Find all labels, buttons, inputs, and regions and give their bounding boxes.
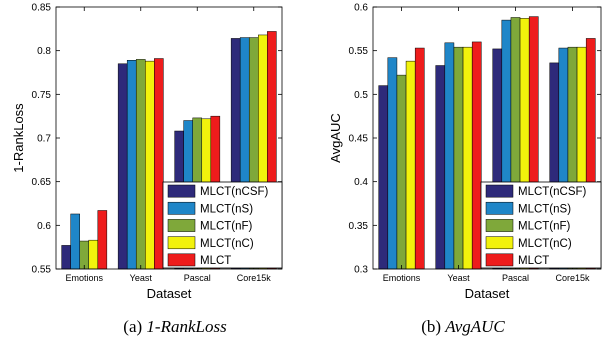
bar bbox=[435, 65, 446, 270]
x-tick-label: Yeast bbox=[447, 273, 470, 283]
bar bbox=[145, 60, 155, 270]
x-axis-label: Dataset bbox=[147, 286, 192, 301]
y-tick-label: 0.7 bbox=[37, 134, 51, 145]
legend-swatch bbox=[485, 236, 514, 250]
x-tick-label: Core15k bbox=[237, 273, 272, 283]
x-tick-label: Emotions bbox=[383, 273, 421, 283]
legend-swatch bbox=[167, 253, 196, 267]
bar bbox=[387, 57, 398, 270]
caption-metric: 1-RankLoss bbox=[146, 317, 227, 336]
legend-label: MLCT(nS) bbox=[200, 203, 253, 215]
legend-label: MLCT(nF) bbox=[200, 221, 253, 233]
bar bbox=[126, 60, 137, 270]
y-tick-label: 0.85 bbox=[32, 3, 52, 14]
caption-prefix: (b) bbox=[421, 317, 445, 336]
legend-swatch bbox=[485, 201, 514, 215]
axes-frame bbox=[372, 6, 602, 270]
x-tick-label: Yeast bbox=[130, 273, 153, 283]
bar bbox=[444, 42, 455, 270]
bar bbox=[154, 58, 164, 270]
legend-swatch bbox=[167, 219, 196, 232]
legend-swatch bbox=[485, 253, 514, 267]
bar bbox=[453, 46, 464, 270]
bar bbox=[414, 47, 425, 270]
y-tick-label: 0.8 bbox=[37, 46, 51, 57]
legend-label: MLCT(nCSF) bbox=[200, 186, 269, 198]
bar bbox=[97, 210, 108, 270]
legend-label: MLCT bbox=[518, 255, 549, 267]
legend-swatch bbox=[167, 201, 196, 215]
y-tick-label: 0.5 bbox=[354, 90, 368, 101]
bar bbox=[462, 46, 473, 270]
bar bbox=[117, 63, 128, 270]
x-tick-label: Pascal bbox=[184, 273, 211, 283]
bar bbox=[79, 240, 90, 270]
legend-label: MLCT(nS) bbox=[518, 203, 571, 215]
y-tick-label: 0.3 bbox=[354, 265, 368, 276]
legend-label: MLCT bbox=[200, 255, 231, 267]
axes-frame bbox=[55, 6, 283, 270]
y-tick-label: 0.4 bbox=[354, 177, 368, 188]
legend-swatch bbox=[485, 184, 514, 198]
legend-label: MLCT(nC) bbox=[518, 238, 572, 250]
caption-prefix: (a) bbox=[123, 317, 146, 336]
legend-label: MLCT(nF) bbox=[518, 221, 571, 233]
legend-swatch bbox=[167, 236, 196, 250]
y-tick-label: 0.55 bbox=[349, 46, 369, 57]
figure-caption: (b) AvgAUC bbox=[421, 317, 505, 336]
bar bbox=[135, 59, 146, 270]
y-tick-label: 0.45 bbox=[349, 134, 369, 145]
y-tick-label: 0.35 bbox=[349, 221, 369, 232]
bar bbox=[70, 213, 80, 270]
x-axis-label: Dataset bbox=[465, 286, 510, 301]
y-tick-label: 0.6 bbox=[37, 221, 51, 232]
y-tick-label: 0.75 bbox=[32, 90, 52, 101]
legend: MLCT(nCSF) MLCT(nS) MLCT(nF) MLCT(nC) MLCT bbox=[480, 181, 602, 269]
y-tick-label: 0.65 bbox=[32, 177, 52, 188]
legend-label: MLCT(nCSF) bbox=[518, 186, 587, 198]
bar bbox=[61, 245, 71, 270]
figure-caption: (a) 1-RankLoss bbox=[123, 317, 227, 336]
caption-metric: AvgAUC bbox=[444, 317, 505, 336]
bar bbox=[88, 239, 99, 270]
bar bbox=[405, 60, 416, 270]
chart-rankloss: 0.55 0.6 0.65 0.7 0.75 0.8 0.85 Emotions Yeast Pa… bbox=[11, 3, 283, 336]
y-axis-label: 1-RankLoss bbox=[11, 103, 26, 173]
bar bbox=[378, 85, 389, 270]
legend-swatch bbox=[167, 184, 196, 198]
y-tick-label: 0.6 bbox=[354, 3, 368, 14]
bar bbox=[396, 74, 407, 270]
x-tick-label: Core15k bbox=[555, 273, 590, 283]
chart-avgauc: 0.3 0.35 0.4 0.45 0.5 0.55 0.6 Emotions Yeast Pas… bbox=[328, 3, 602, 336]
x-tick-label: Emotions bbox=[65, 273, 103, 283]
legend-swatch bbox=[485, 219, 514, 232]
legend-label: MLCT(nC) bbox=[200, 238, 254, 250]
legend: MLCT(nCSF) MLCT(nS) MLCT(nF) MLCT(nC) MLCT bbox=[162, 181, 283, 269]
y-tick-label: 0.55 bbox=[32, 265, 52, 276]
bar bbox=[471, 41, 482, 270]
x-tick-label: Pascal bbox=[502, 273, 529, 283]
y-axis-label: AvgAUC bbox=[328, 113, 343, 163]
